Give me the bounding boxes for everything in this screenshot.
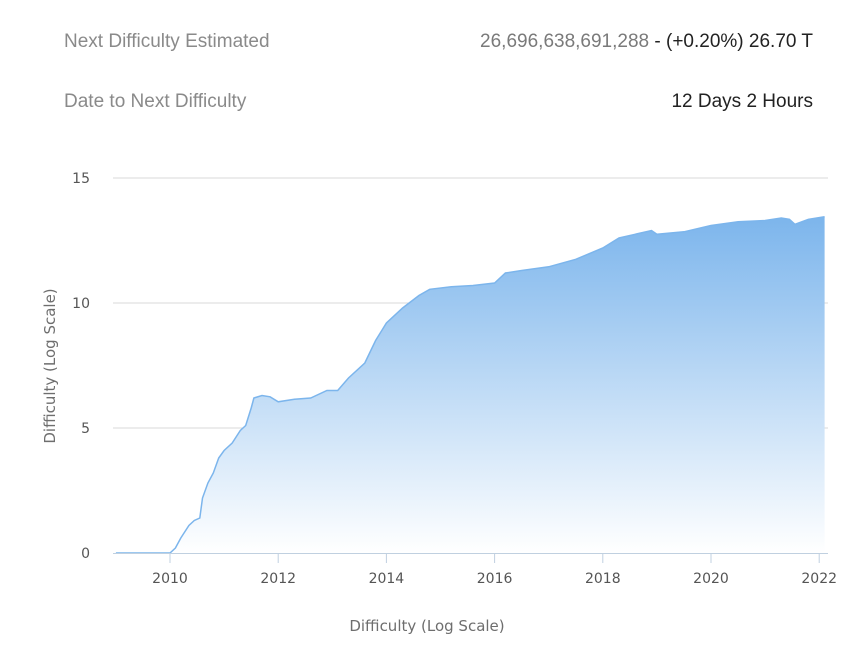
next-difficulty-label: Next Difficulty Estimated (64, 31, 270, 52)
next-difficulty-value: 26,696,638,691,288 - (+0.20%) 26.70 T (480, 31, 813, 53)
date-to-next-value: 12 Days 2 Hours (671, 91, 813, 112)
x-tick-label: 2018 (585, 571, 621, 587)
x-tick-label: 2010 (152, 571, 188, 587)
y-tick-label: 5 (81, 421, 90, 437)
next-difficulty-sep: - (649, 31, 666, 52)
next-difficulty-row: Next Difficulty Estimated 26,696,638,691… (64, 31, 813, 53)
x-axis-title: Difficulty (Log Scale) (349, 617, 504, 635)
x-tick-label: 2012 (260, 571, 296, 587)
y-tick-label: 10 (72, 296, 90, 312)
difficulty-area (115, 216, 825, 554)
x-axis: 2010 2012 2014 2016 2018 2020 2022 (113, 553, 837, 587)
difficulty-line (115, 216, 825, 554)
y-axis: 0 5 10 15 (72, 171, 90, 562)
x-tick-label: 2020 (693, 571, 729, 587)
x-tick-label: 2014 (369, 571, 405, 587)
y-tick-label: 15 (72, 171, 90, 187)
date-to-next-label: Date to Next Difficulty (64, 91, 247, 112)
next-difficulty-raw: 26,696,638,691,288 (480, 31, 650, 52)
x-tick-label: 2016 (477, 571, 513, 587)
difficulty-chart: 2010 2012 2014 2016 2018 2020 2022 0 5 10 15 Diff… (41, 171, 837, 635)
x-tick-label: 2022 (801, 571, 837, 587)
date-to-next-row: Date to Next Difficulty 12 Days 2 Hours (64, 91, 813, 113)
next-difficulty-change: (+0.20%) 26.70 T (666, 31, 813, 52)
y-axis-title: Difficulty (Log Scale) (41, 288, 59, 443)
y-tick-label: 0 (81, 546, 90, 562)
